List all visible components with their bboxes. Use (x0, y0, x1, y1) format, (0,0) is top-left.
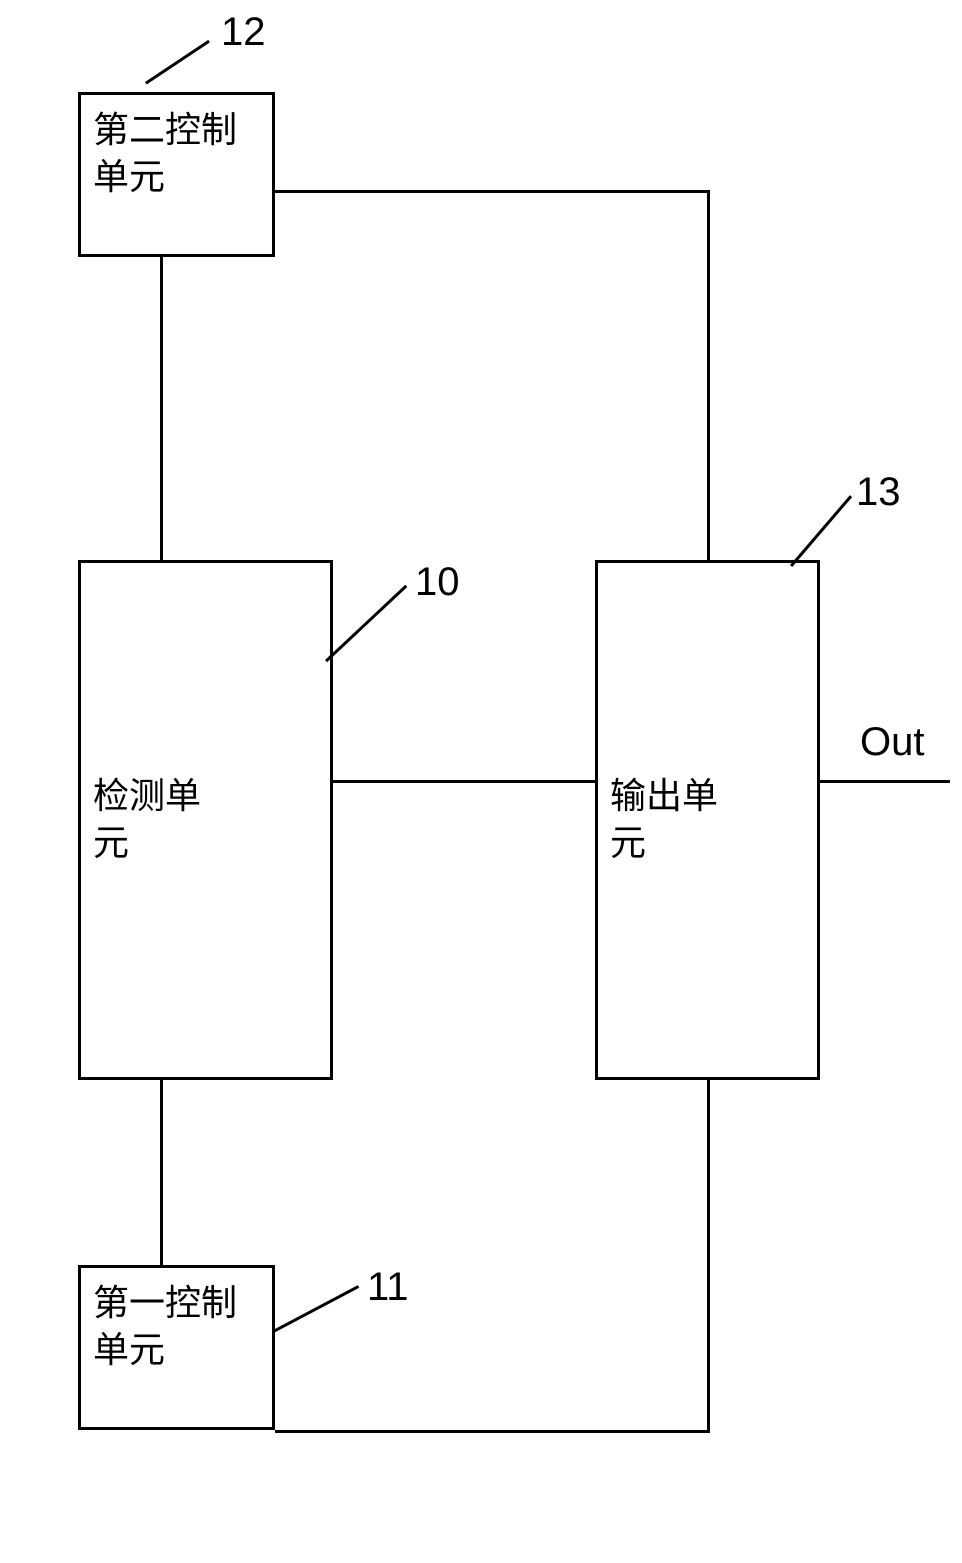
edge-n10-n11 (160, 1080, 163, 1265)
node-second-control-unit-label: 第二控制单元 (93, 107, 237, 201)
node-output-unit: 输出单元 (595, 560, 820, 1080)
edge-n12-n13-h (275, 190, 710, 193)
edge-n13-out (820, 780, 950, 783)
node-second-control-unit: 第二控制单元 (78, 92, 275, 257)
edge-n12-n13-v (707, 190, 710, 560)
node-detection-unit-label: 检测单元 (93, 773, 201, 867)
node-first-control-unit-label: 第一控制单元 (93, 1280, 237, 1374)
edge-n10-n13 (333, 780, 595, 783)
ref-label-12: 12 (221, 10, 266, 55)
output-label: Out (860, 720, 924, 765)
leader-13 (790, 495, 852, 567)
leader-10 (325, 585, 407, 662)
node-output-unit-label: 输出单元 (610, 773, 718, 867)
ref-label-10: 10 (415, 560, 460, 605)
leader-11 (273, 1285, 359, 1333)
node-first-control-unit: 第一控制单元 (78, 1265, 275, 1430)
ref-label-11: 11 (367, 1265, 409, 1310)
edge-n11-n13-h (275, 1430, 710, 1433)
leader-12 (145, 40, 210, 84)
ref-label-13: 13 (856, 470, 901, 515)
edge-n11-n13-v (707, 1080, 710, 1433)
edge-n12-n10 (160, 257, 163, 560)
node-detection-unit: 检测单元 (78, 560, 333, 1080)
